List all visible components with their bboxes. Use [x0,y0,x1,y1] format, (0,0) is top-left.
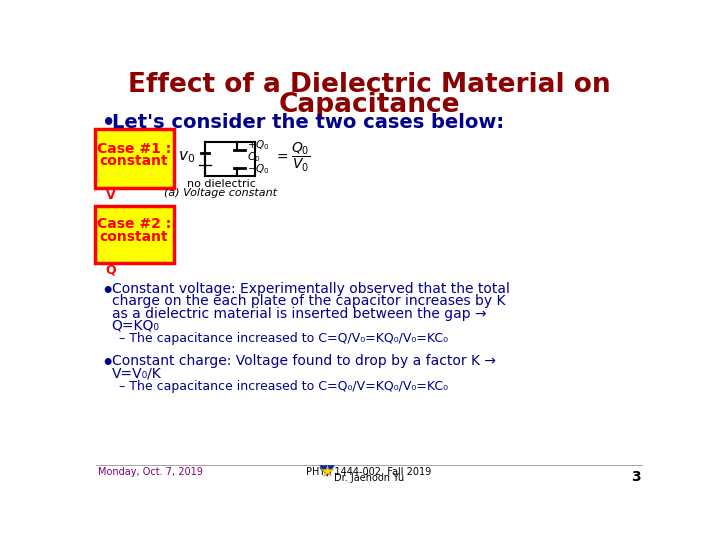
Text: as a dielectric material is inserted between the gap →: as a dielectric material is inserted bet… [112,307,486,321]
Text: constant: constant [100,230,168,244]
FancyBboxPatch shape [94,206,174,262]
Text: Q: Q [106,264,116,276]
Text: – The capacitance increased to C=Q₀/V=KQ₀/V₀=KC₀: – The capacitance increased to C=Q₀/V=KQ… [120,380,449,393]
FancyBboxPatch shape [94,130,174,188]
Text: no dielectric: no dielectric [186,179,256,189]
Text: Effect of a Dielectric Material on: Effect of a Dielectric Material on [127,72,611,98]
Text: Let's consider the two cases below:: Let's consider the two cases below: [112,112,504,132]
Text: •: • [102,354,114,373]
Text: Constant voltage: Experimentally observed that the total: Constant voltage: Experimentally observe… [112,282,510,296]
Text: Dr. Jaehoon Yu: Dr. Jaehoon Yu [334,473,404,483]
Polygon shape [320,465,335,477]
Text: PHYS 1444-002, Fall 2019: PHYS 1444-002, Fall 2019 [307,467,431,477]
Text: Case #2 :: Case #2 : [97,217,171,231]
Text: $-Q_0$: $-Q_0$ [246,163,269,177]
Text: V=V₀/K: V=V₀/K [112,367,161,381]
Text: constant: constant [100,154,168,168]
Text: $=\dfrac{Q_0}{V_0}$: $=\dfrac{Q_0}{V_0}$ [274,140,311,174]
Text: •: • [102,112,115,132]
Text: V: V [106,189,115,202]
Text: 3: 3 [631,470,640,484]
Text: $v_0$: $v_0$ [179,150,195,165]
Text: Case #1 :: Case #1 : [97,142,171,156]
Text: (a) Voltage constant: (a) Voltage constant [164,188,277,198]
Text: Q=KQ₀: Q=KQ₀ [112,319,160,333]
Text: $C_0$: $C_0$ [246,150,260,164]
Text: •: • [102,282,114,301]
Text: charge on the each plate of the capacitor increases by K: charge on the each plate of the capacito… [112,294,505,308]
Text: $+Q_0$: $+Q_0$ [246,138,269,152]
Text: Constant charge: Voltage found to drop by a factor K →: Constant charge: Voltage found to drop b… [112,354,495,368]
Text: Monday, Oct. 7, 2019: Monday, Oct. 7, 2019 [98,467,202,477]
Text: – The capacitance increased to C=Q/V₀=KQ₀/V₀=KC₀: – The capacitance increased to C=Q/V₀=KQ… [120,332,449,345]
Text: Capacitance: Capacitance [278,92,460,118]
